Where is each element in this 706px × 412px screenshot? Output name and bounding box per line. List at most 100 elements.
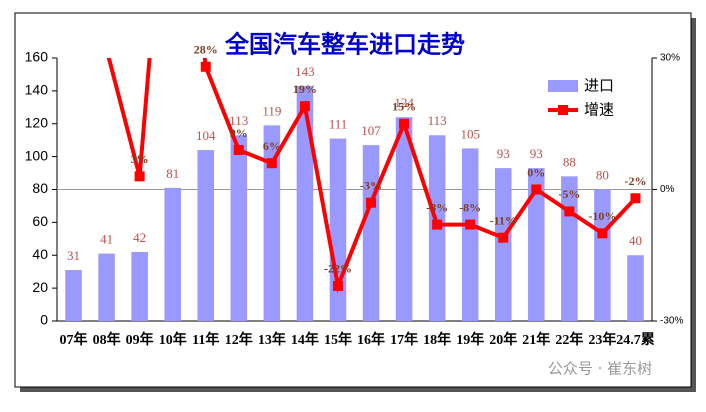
growth-label: -8%	[459, 200, 481, 214]
growth-label: -22%	[324, 262, 352, 276]
x-tick-label: 14年	[291, 331, 319, 348]
growth-label: 0%	[527, 165, 545, 179]
bar	[362, 145, 380, 321]
growth-label: 28%	[194, 43, 218, 57]
bar	[296, 85, 314, 321]
bar-label: 80	[596, 167, 609, 182]
y-tick-label: 60	[32, 213, 48, 229]
growth-label: 15%	[392, 100, 416, 114]
y-tick-label: 40	[32, 246, 48, 262]
growth-marker	[134, 171, 145, 182]
growth-marker	[597, 228, 608, 239]
x-tick-label: 16年	[357, 331, 385, 348]
y-tick-label: 120	[25, 114, 49, 130]
x-tick-label: 15年	[324, 331, 352, 348]
x-tick-label: 17年	[390, 331, 418, 348]
bar	[197, 150, 215, 321]
x-tick-label: 10年	[159, 331, 187, 348]
growth-label: -8%	[426, 200, 448, 214]
legend-marker	[558, 105, 568, 115]
bar-label: 81	[166, 166, 179, 181]
growth-label: -5%	[558, 187, 580, 201]
bar-label: 41	[100, 232, 113, 247]
line-group	[106, 58, 641, 294]
x-tick-label: 08年	[93, 331, 121, 348]
bar	[164, 187, 181, 321]
legend-label: 进口	[584, 77, 614, 95]
bar-label: 31	[67, 248, 80, 263]
y-tick-label: 100	[25, 147, 49, 163]
growth-marker	[465, 219, 476, 230]
bar-label: 124	[394, 95, 414, 110]
bar-label: 42	[133, 230, 146, 245]
x-tick-label: 09年	[126, 331, 154, 348]
y2-tick-label: 0%	[660, 184, 675, 195]
bar	[494, 168, 512, 321]
x-tick-label: 07年	[60, 331, 88, 348]
growth-marker	[564, 206, 575, 217]
bar	[594, 189, 611, 321]
chart-title: 全国汽车整车进口走势	[224, 30, 465, 59]
growth-marker	[531, 184, 542, 195]
legend-label: 增速	[584, 101, 614, 119]
y-tick-label: 160	[25, 49, 49, 65]
bar-label: 88	[563, 154, 576, 169]
y-tick-label: 20	[32, 279, 48, 295]
bar-label: 105	[460, 126, 480, 141]
bar-label: 111	[329, 117, 348, 132]
bar	[131, 251, 148, 321]
bar	[329, 138, 347, 321]
bar-label: 93	[497, 146, 510, 161]
frame	[14, 12, 692, 388]
bar-label: 143	[295, 64, 315, 79]
bar-label: 104	[196, 128, 216, 143]
bar	[627, 255, 644, 321]
legend-swatch	[548, 80, 578, 92]
growth-label: 9%	[230, 126, 248, 140]
bar	[230, 135, 248, 321]
growth-marker	[266, 158, 277, 169]
growth-marker	[366, 197, 377, 208]
x-tick-label: 20年	[489, 331, 517, 348]
bar	[395, 117, 413, 321]
bar-label: 113	[229, 113, 248, 128]
growth-marker	[432, 219, 443, 230]
growth-marker	[200, 61, 211, 72]
y2-tick-label: 30%	[660, 53, 680, 64]
y-tick-label: 0	[40, 312, 48, 328]
bar-label: 119	[262, 103, 281, 118]
bar	[98, 253, 115, 321]
bar	[65, 270, 82, 321]
x-tick-label: 13年	[258, 331, 286, 348]
bar	[461, 148, 479, 321]
y2-tick-label: -30%	[660, 316, 683, 327]
growth-marker	[233, 145, 244, 156]
growth-label: -10%	[588, 209, 616, 223]
bar	[263, 125, 281, 321]
x-tick-label: 12年	[225, 331, 253, 348]
growth-marker	[332, 280, 343, 291]
bar-label: 113	[428, 113, 447, 128]
growth-marker	[399, 118, 410, 129]
x-tick-label: 19年	[456, 331, 484, 348]
x-tick-label: 24.7累	[616, 332, 655, 348]
x-tick-label: 18年	[423, 331, 451, 348]
growth-marker	[630, 193, 641, 204]
bar-label: 40	[629, 233, 642, 248]
growth-label: 3%	[131, 152, 149, 166]
y-tick-label: 80	[32, 180, 48, 196]
y-tick-label: 140	[25, 82, 49, 98]
growth-marker	[498, 232, 509, 243]
bar	[528, 168, 545, 321]
growth-label: 19%	[293, 82, 317, 96]
bar-label: 93	[530, 146, 543, 161]
watermark: 公众号 · 崔东树	[548, 360, 652, 378]
growth-marker	[299, 101, 310, 112]
growth-label: 6%	[263, 139, 281, 153]
x-tick-label: 23年	[588, 331, 616, 348]
growth-label: -2%	[624, 174, 646, 188]
x-tick-label: 11年	[192, 331, 219, 348]
growth-label: -3%	[360, 178, 382, 192]
